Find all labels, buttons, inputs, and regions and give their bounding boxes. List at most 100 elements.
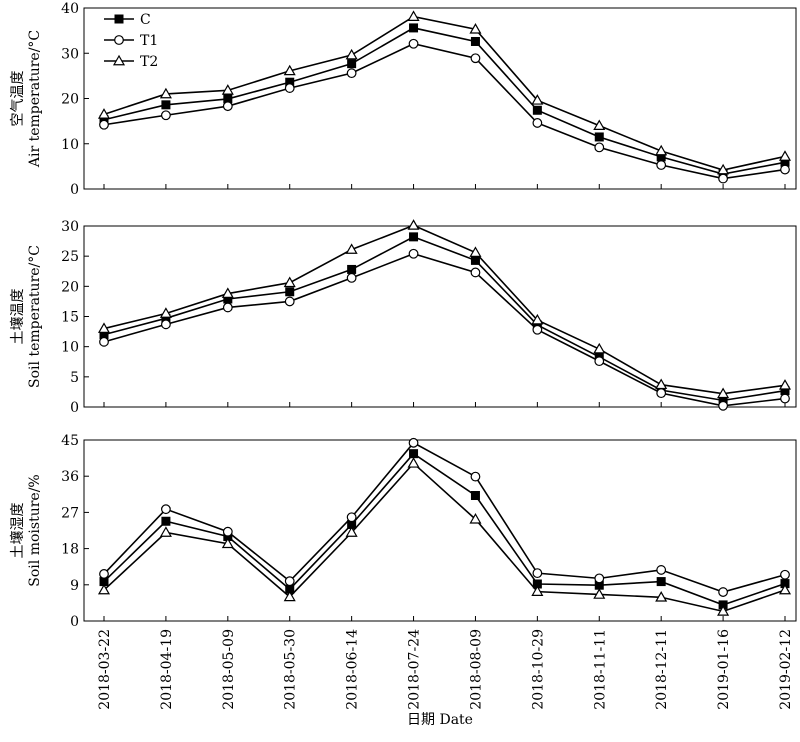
series-line-c <box>103 27 786 175</box>
legend-label: T1 <box>140 33 158 49</box>
x-tick-label: 2019-01-16 <box>716 629 732 710</box>
panel-3: 0 9 18 27 36 45 土壤湿度Soil moisture/% <box>9 433 797 630</box>
y-axis-title-en: Air temperature/°C <box>27 30 43 168</box>
x-tick-label: 2018-03-22 <box>97 629 113 710</box>
x-axis-title: 日期 Date <box>407 712 473 728</box>
y-tick-label: 10 <box>61 137 79 153</box>
data-point <box>221 537 234 549</box>
y-tick-label: 36 <box>61 469 79 485</box>
series-t1 <box>99 248 790 411</box>
data-point <box>284 83 295 93</box>
series-c <box>99 23 790 179</box>
plot-frame <box>83 225 797 408</box>
series-line-t2 <box>103 462 786 613</box>
x-tick-label: 2018-11-11 <box>592 629 608 710</box>
data-point <box>718 400 728 411</box>
y-axis-title: 土壤湿度Soil moisture/% <box>9 474 43 586</box>
y-tick-label: 10 <box>61 340 79 356</box>
series-line-t1 <box>103 252 786 407</box>
y-axis-title-cn: 土壤温度 <box>9 289 26 345</box>
legend-label: T2 <box>140 54 158 70</box>
series-line-t1 <box>103 42 786 180</box>
data-point <box>532 118 543 128</box>
data-point <box>99 119 109 130</box>
data-point <box>469 513 482 524</box>
data-point <box>594 573 605 584</box>
data-point <box>159 526 172 537</box>
data-point <box>221 84 234 95</box>
data-point <box>717 605 730 616</box>
data-point <box>285 287 295 297</box>
series-t2 <box>97 10 792 175</box>
data-point <box>407 219 420 230</box>
data-point <box>656 577 666 587</box>
x-tick-label: 2018-08-09 <box>468 629 484 710</box>
x-tick-labels: 2018-03-22 2018-04-19 2018-05-09 2018-05-30… <box>97 629 794 710</box>
y-tick-label: 40 <box>61 1 79 17</box>
y-tick-label: 20 <box>61 279 79 295</box>
x-tick-label: 2018-06-14 <box>345 629 361 710</box>
data-point <box>531 94 544 105</box>
data-point <box>221 287 234 298</box>
y-tick-label: 20 <box>61 92 79 108</box>
y-axis-title-en: Soil moisture/% <box>27 474 43 586</box>
data-point <box>345 243 358 254</box>
data-point <box>778 583 792 595</box>
data-point <box>222 526 233 537</box>
data-point <box>346 272 357 283</box>
y-tick-label: 9 <box>70 578 79 594</box>
legend-label: C <box>140 12 151 28</box>
data-point <box>593 342 606 354</box>
y-axis-title-en: Soil temperature/°C <box>27 245 43 388</box>
data-point <box>159 87 172 99</box>
data-point <box>161 110 171 121</box>
legend-marker <box>112 54 126 66</box>
data-point <box>655 378 668 390</box>
data-point <box>283 590 296 602</box>
data-point <box>99 569 109 579</box>
data-point <box>531 313 544 325</box>
data-point <box>409 449 419 459</box>
data-point <box>222 101 233 112</box>
data-point <box>222 302 233 313</box>
series-line-c <box>103 452 786 606</box>
legend-marker <box>114 14 124 24</box>
data-point <box>284 576 295 587</box>
data-point <box>594 142 605 153</box>
data-point <box>346 68 357 79</box>
series-c <box>99 449 790 610</box>
x-tick-label: 2018-10-29 <box>530 629 546 710</box>
data-point <box>780 164 790 175</box>
series-line-t1 <box>103 441 786 593</box>
data-point <box>656 565 667 575</box>
y-axis-title: 土壤温度Soil temperature/°C <box>9 245 43 388</box>
y-tick-label: 0 <box>70 614 79 630</box>
panel-2: 0 5 10 15 20 25 30 土壤温度Soil temperature/°C <box>9 219 797 416</box>
y-tick-label: 0 <box>70 400 79 416</box>
data-point <box>593 588 606 599</box>
data-point <box>345 526 358 537</box>
data-point <box>470 491 480 501</box>
data-point <box>656 160 667 170</box>
x-tick-label: 2018-05-09 <box>221 629 237 710</box>
data-point <box>161 516 171 526</box>
data-point <box>532 568 543 579</box>
legend-item-c: C <box>104 12 151 28</box>
x-tick-label: 2018-07-24 <box>407 629 423 710</box>
y-tick-label: 18 <box>61 542 79 558</box>
y-tick-label: 25 <box>61 249 79 265</box>
series-line-c <box>103 235 786 402</box>
data-point <box>470 53 481 64</box>
y-tick-label: 0 <box>70 182 79 198</box>
y-tick-label: 45 <box>61 433 79 449</box>
data-point <box>408 248 419 259</box>
data-point <box>284 296 295 307</box>
series-t1 <box>99 437 790 597</box>
legend-item-t2: T2 <box>104 54 158 70</box>
series-line-t2 <box>103 224 786 395</box>
data-point <box>780 569 790 580</box>
data-point <box>97 583 111 595</box>
data-point <box>345 48 358 60</box>
data-point <box>408 38 419 49</box>
